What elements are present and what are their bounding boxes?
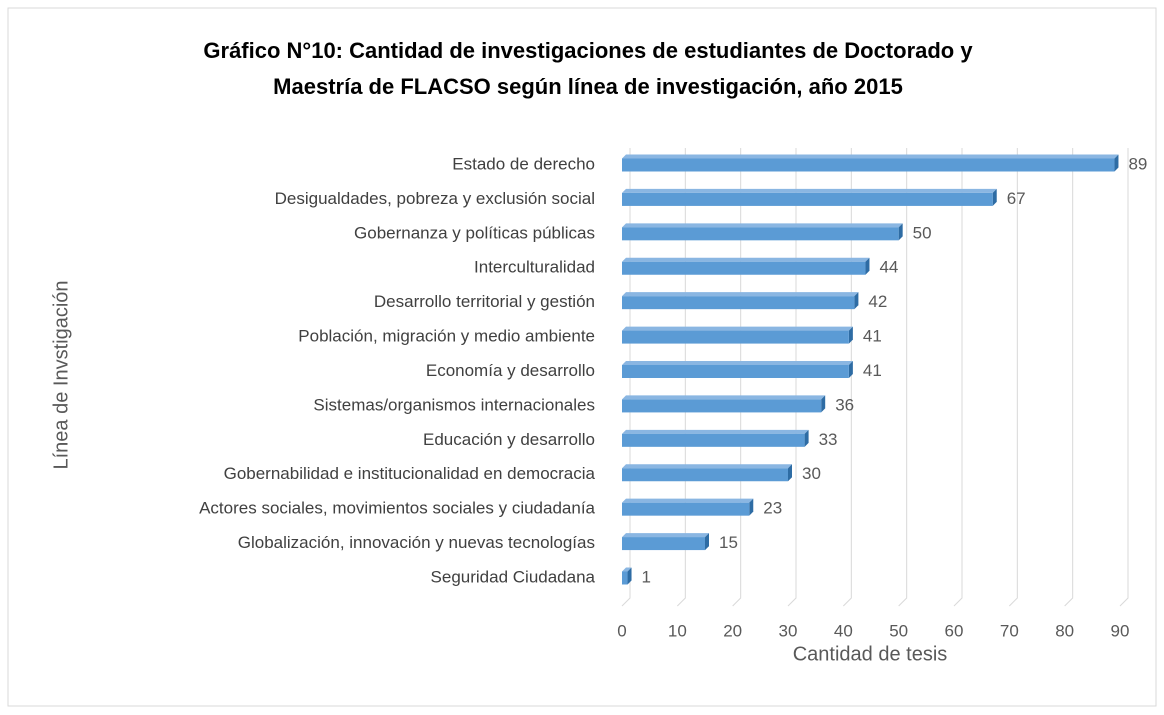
y-tick-label: Sistemas/organismos internacionales [313,395,595,414]
x-tick-label: 90 [1111,621,1130,640]
bar-side [865,257,870,275]
bar-top [622,498,754,503]
bar-top [622,464,792,469]
x-tick-label: 20 [723,621,742,640]
bar-side [821,395,826,413]
x-tick-label: 60 [945,621,964,640]
y-tick-label: Interculturalidad [474,258,595,277]
grid-line [1064,148,1074,607]
bar-side [804,429,809,447]
grid-line [1119,148,1129,607]
x-tick-label: 70 [1000,621,1019,640]
bar [622,330,849,344]
bar-top [622,361,853,365]
chart-title: Gráfico N°10: Cantidad de investigacione… [203,38,973,63]
data-label: 44 [879,258,898,277]
bar-side [848,361,853,378]
bar-side [848,326,853,344]
y-tick-label: Gobernanza y políticas públicas [354,223,595,242]
x-tick-label: 0 [617,621,626,640]
data-label: 50 [913,223,932,242]
bar-side [854,292,859,310]
bar [622,502,750,516]
bar-side [749,498,754,516]
y-tick-label: Desigualdades, pobreza y exclusión socia… [275,189,595,208]
y-tick-label: Economía y desarrollo [426,361,595,380]
y-tick-label: Gobernabilidad e institucionalidad en de… [224,464,596,483]
data-label: 41 [863,361,882,380]
bar-side [898,223,903,241]
data-label: 30 [802,464,821,483]
bar-top [622,567,632,572]
bar-side [627,567,632,585]
y-tick-label: Actores sociales, movimientos sociales y… [199,499,595,518]
bar-side [1114,154,1119,172]
bar [622,399,822,413]
bar [622,296,855,310]
bar [622,365,849,378]
y-tick-label: Globalización, innovación y nuevas tecno… [238,533,595,552]
x-tick-label: 40 [834,621,853,640]
data-label: 42 [868,292,887,311]
bar [622,537,705,551]
x-tick-label: 30 [779,621,798,640]
y-tick-label: Estado de derecho [452,154,595,173]
x-tick-label: 80 [1055,621,1074,640]
bar-side [788,464,792,482]
y-axis-title: Línea de Invstigación [50,280,72,469]
bar [622,261,866,275]
chart-title: Maestría de FLACSO según línea de invest… [273,74,903,99]
data-label: 23 [763,499,782,518]
bar [622,571,628,585]
chart-border [7,7,1157,707]
data-label: 67 [1007,189,1026,208]
x-tick-label: 10 [668,621,687,640]
y-tick-label: Población, migración y medio ambiente [298,327,595,346]
bar-top [622,188,997,193]
data-label: 36 [835,395,854,414]
bar-top [622,292,859,297]
grid-line [1008,148,1018,607]
bar-top [622,257,870,262]
bar-top [622,533,709,538]
bar-side [992,188,997,206]
grid-line [898,148,908,607]
y-tick-label: Educación y desarrollo [423,430,595,449]
bar [622,433,805,447]
data-label: 89 [1128,154,1147,173]
data-label: 33 [819,430,838,449]
bar-top [622,395,826,400]
data-label: 1 [642,567,651,586]
bar [622,227,899,241]
data-label: 15 [719,533,738,552]
bar-top [622,223,903,228]
bar-top [622,154,1119,159]
bar-top [622,429,809,434]
x-axis-title: Cantidad de tesis [793,643,948,665]
bar [622,192,993,206]
bar [622,158,1115,172]
x-tick-label: 50 [889,621,908,640]
bar-top [622,326,853,331]
bar-side [705,533,709,551]
y-tick-label: Desarrollo territorial y gestión [374,292,595,311]
data-label: 41 [863,327,882,346]
bar [622,468,788,482]
y-tick-label: Seguridad Ciudadana [431,567,596,586]
grid-line [953,148,963,607]
